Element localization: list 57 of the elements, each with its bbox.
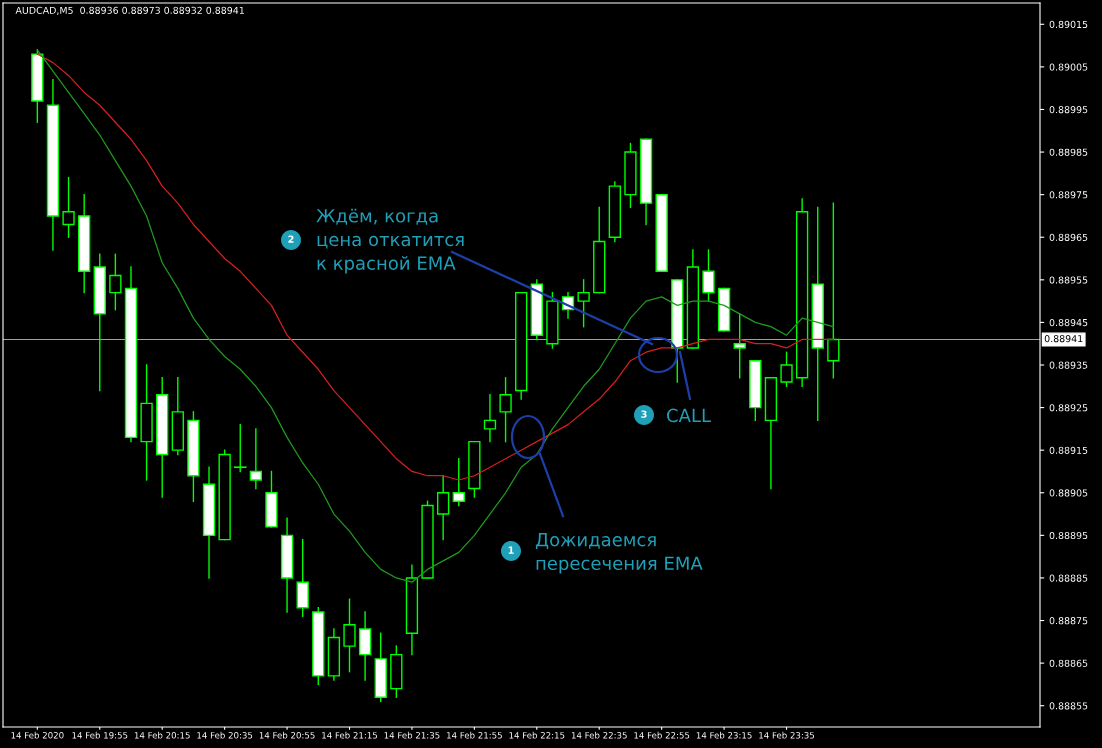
x-tick-label: 14 Feb 20:55	[259, 731, 315, 739]
candlestick	[46, 78, 60, 251]
candlestick	[405, 564, 419, 656]
candlestick	[327, 628, 341, 681]
y-tick-label: 0.88855	[1049, 702, 1088, 710]
candlestick	[249, 428, 263, 490]
y-tick-label: 0.88905	[1049, 489, 1088, 497]
x-tick-label: 14 Feb 19:55	[72, 731, 128, 739]
annotation: CALL	[667, 408, 711, 423]
x-tick-label: 14 Feb 20:35	[197, 731, 253, 739]
line-series	[36, 49, 834, 583]
candlestick	[358, 611, 372, 681]
x-tick-label: 14 Feb 20:15	[134, 731, 190, 739]
y-tick-label: 0.88935	[1049, 361, 1088, 369]
candlestick	[171, 377, 184, 456]
y-tick-label: 0.88965	[1049, 233, 1088, 241]
annotation: Ждём, когда цена откатится к красной EMA	[316, 208, 464, 274]
x-tick-label: 14 Feb 22:35	[571, 731, 627, 739]
x-tick-label: 14 Feb 21:15	[322, 731, 377, 739]
candlestick	[733, 313, 746, 379]
annotation: 2	[288, 235, 294, 243]
candlestick	[343, 598, 356, 673]
ref-line-label: 0.88941	[1044, 335, 1083, 343]
annotation: 3	[641, 410, 647, 418]
x-tick-label: 14 Feb 23:35	[759, 731, 815, 739]
x-tick-label: 14 Feb 22:55	[634, 731, 690, 739]
candlestick	[795, 198, 809, 387]
candlestick	[124, 266, 138, 443]
annotation: 1	[508, 546, 514, 554]
x-tick-label: 14 Feb 22:15	[509, 731, 565, 739]
y-tick-label: 0.88985	[1049, 148, 1088, 156]
y-tick-label: 0.88875	[1049, 617, 1088, 625]
candlestick	[811, 206, 824, 422]
x-tick-label: 14 Feb 23:15	[696, 731, 752, 739]
annotation: Дожидаемся пересечения EMA	[535, 532, 703, 574]
y-tick-label: 0.88915	[1049, 446, 1088, 454]
y-tick-label: 0.88885	[1049, 574, 1088, 582]
y-tick-label: 0.88975	[1049, 191, 1088, 199]
chart-title: AUDCAD,M5 0.88936 0.88973 0.88932 0.88941	[15, 6, 244, 15]
y-tick-label: 0.88895	[1049, 531, 1088, 540]
y-tick-label: 0.88925	[1049, 404, 1088, 412]
x-tick-label: 14 Feb 2020	[11, 731, 64, 739]
y-tick-label: 0.88995	[1049, 106, 1088, 114]
y-tick-label: 0.89015	[1049, 20, 1088, 29]
x-tick-label: 14 Feb 21:55	[447, 731, 502, 739]
candlestick	[483, 394, 497, 443]
candlestick	[140, 364, 153, 481]
candlestick	[78, 193, 91, 294]
y-tick-label: 0.88955	[1049, 276, 1088, 284]
y-tick-label: 0.88945	[1049, 318, 1088, 327]
candlestick	[608, 181, 621, 243]
y-tick-label: 0.89005	[1049, 63, 1088, 71]
candlestick	[436, 475, 450, 541]
candlestick	[202, 466, 216, 579]
y-tick-label: 0.88865	[1049, 659, 1088, 667]
candlestick	[280, 517, 294, 613]
x-tick-label: 14 Feb 21:35	[384, 731, 440, 739]
